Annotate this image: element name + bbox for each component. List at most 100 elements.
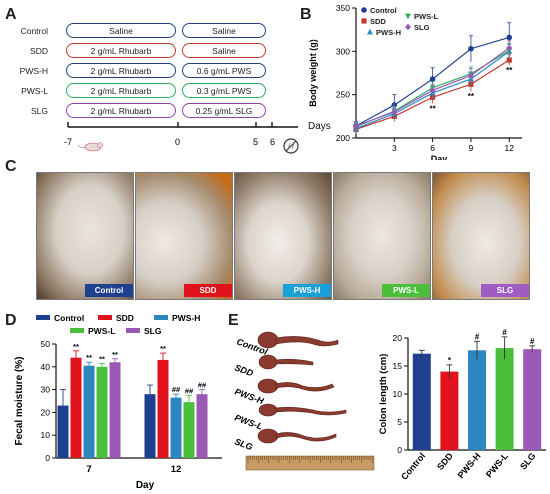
photo-slg: SLG (432, 172, 530, 300)
significance-mark: ** (429, 104, 436, 113)
colon-specimen (258, 403, 278, 417)
colon-specimen (257, 428, 279, 444)
bar (183, 402, 195, 458)
treatment-pws-h-therapy: 0.6 g/mL PWS (182, 63, 266, 78)
bar (70, 357, 82, 458)
significance-mark: ** (160, 344, 166, 353)
y-tick-label: 350 (336, 3, 350, 13)
group-label-pws-h: PWS-H (19, 66, 48, 76)
significance-mark: ** (468, 92, 475, 101)
colon-specimen (275, 336, 339, 347)
data-point (429, 76, 436, 82)
no-feeding-icon (283, 138, 299, 154)
significance-mark: # (475, 332, 480, 341)
panel-label-d: D (5, 312, 17, 329)
legend-swatch (70, 328, 84, 333)
significance-mark: ## (185, 386, 194, 395)
colon-specimen (258, 354, 278, 370)
y-tick-label: 20 (41, 407, 51, 417)
legend-swatch (154, 315, 168, 320)
bar (144, 394, 156, 458)
y-tick-label: 300 (336, 46, 350, 56)
x-axis-title: Day (431, 154, 448, 160)
rat-icon (77, 142, 103, 152)
panel-label-e: E (228, 312, 239, 329)
y-tick-label: 20 (393, 333, 403, 343)
data-point (405, 23, 411, 31)
legend-label: PWS-L (414, 12, 439, 21)
colon-specimen (257, 331, 279, 349)
significance-mark: ** (112, 350, 118, 359)
bar (440, 371, 459, 450)
colon-specimen (275, 432, 337, 442)
x-tick-label: PWS-L (484, 450, 511, 479)
photo-tag-sdd: SDD (184, 284, 232, 297)
colon-specimen (257, 378, 279, 394)
panel-label-b: B (300, 6, 312, 23)
data-point (361, 7, 367, 13)
bar (57, 405, 69, 458)
timeline-days-label: Days (308, 121, 331, 132)
bar (495, 348, 514, 450)
x-tick-label: PWS-H (456, 451, 483, 480)
treatment-sdd-therapy: Saline (182, 43, 266, 58)
legend-label: PWS-L (88, 326, 115, 336)
legend-label: SLG (414, 23, 430, 32)
y-tick-label: 250 (336, 90, 350, 100)
group-label-control: Control (20, 26, 48, 36)
data-point (405, 13, 411, 20)
data-point (506, 44, 513, 52)
treatment-pws-h-induction: 2 g/mL Rhubarb (66, 63, 176, 78)
data-point (467, 72, 474, 79)
treatment-sdd-induction: 2 g/mL Rhubarb (66, 43, 176, 58)
x-tick-label: 12 (504, 143, 514, 153)
x-tick-label: 12 (171, 464, 182, 475)
legend-label: Control (54, 313, 84, 323)
significance-mark: ** (73, 342, 79, 351)
fecal-moisture-chart: 0 10 20 30 40 50 Fecal moisture (%) Day 7 ** ** ** *… (14, 313, 222, 491)
data-point (391, 108, 398, 116)
significance-mark: ** (506, 66, 513, 75)
data-point (353, 122, 359, 130)
treatment-slg-induction: 2 g/mL Rhubarb (66, 103, 176, 118)
treatment-slg-therapy: 0.25 g/mL SLG (182, 103, 266, 118)
data-point (429, 87, 436, 94)
significance-mark: * (448, 356, 452, 365)
bar (468, 350, 486, 450)
treatment-pws-l-induction: 2 g/mL Rhubarb (66, 83, 176, 98)
y-tick-label: 50 (41, 339, 51, 349)
y-tick-label: 200 (336, 133, 350, 143)
timeline-svg: -7 0 5 6 (64, 122, 299, 154)
legend-label: SDD (116, 313, 134, 323)
legend-label: SLG (144, 326, 162, 336)
colon-specimen (275, 407, 347, 416)
data-point (468, 45, 474, 52)
group-label-sdd: SDD (30, 46, 48, 56)
x-axis-title: Day (136, 480, 155, 491)
significance-mark: # (502, 328, 507, 337)
photo-pws-h: PWS-H (234, 172, 332, 300)
panel-label-a: A (5, 6, 17, 23)
x-tick-label: Control (399, 451, 427, 482)
ruler-ticks (247, 456, 373, 463)
bar (109, 362, 121, 458)
data-point (361, 18, 367, 24)
colon-specimen (275, 359, 314, 366)
legend-label: Control (370, 6, 397, 15)
treatment-control-induction: Saline (66, 23, 176, 38)
colon-label-pws-l: PWS-L (233, 412, 264, 431)
colon-length-chart: 0 5 10 15 20 Colon length (cm) Control * SDD # PWS… (378, 328, 546, 482)
x-tick-label: 3 (392, 143, 397, 153)
colon-specimen (275, 382, 335, 392)
y-tick-label: 15 (393, 361, 403, 371)
significance-mark: ** (99, 354, 105, 363)
y-tick-label: 0 (45, 453, 50, 463)
y-tick-label: 40 (41, 362, 51, 372)
colon-label-slg: SLG (233, 436, 254, 452)
y-tick-label: 10 (41, 430, 51, 440)
colon-label-sdd: SDD (233, 362, 255, 378)
colon-photo: Control SDD PWS-H PWS-L SLG (233, 331, 375, 471)
significance-mark: ** (86, 353, 92, 362)
legend-label: SDD (370, 17, 386, 26)
x-tick-label: 6 (430, 143, 435, 153)
